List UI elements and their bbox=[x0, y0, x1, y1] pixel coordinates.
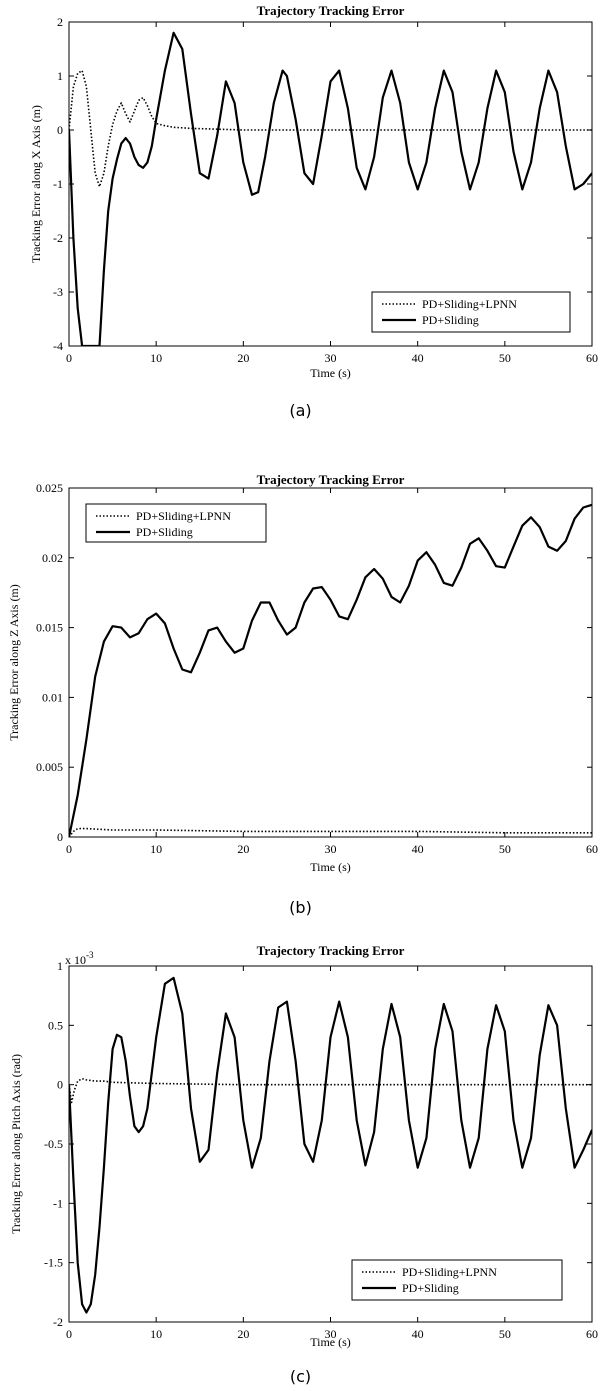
y-tick-label: -1.5 bbox=[44, 1256, 63, 1270]
legend: PD+Sliding+LPNN PD+Sliding bbox=[85, 503, 267, 543]
y-tick-label: -0.5 bbox=[44, 1137, 63, 1151]
legend-entry: PD+Sliding+LPNN bbox=[422, 297, 517, 311]
x-axis-label: Time (s) bbox=[310, 366, 351, 380]
x-tick-label: 50 bbox=[499, 351, 511, 365]
y-tick-label: -1 bbox=[53, 1196, 63, 1210]
y-tick-label: -2 bbox=[53, 1315, 63, 1329]
x-tick-label: 30 bbox=[325, 842, 337, 856]
x-tick-label: 20 bbox=[237, 1327, 249, 1341]
legend-entry: PD+Sliding bbox=[402, 1281, 459, 1295]
y-tick-label: 0 bbox=[57, 830, 63, 844]
x-tick-label: 0 bbox=[66, 842, 72, 856]
chart-title: Trajectory Tracking Error bbox=[257, 943, 405, 958]
y-tick-label: 2 bbox=[57, 15, 63, 29]
series-line bbox=[69, 976, 592, 1314]
series-line bbox=[69, 31, 592, 346]
legend-box bbox=[371, 291, 571, 333]
legend-entry: PD+Sliding+LPNN bbox=[136, 509, 231, 523]
legend-box bbox=[351, 1259, 563, 1301]
y-tick-label: 1 bbox=[57, 959, 63, 973]
x-tick-label: 50 bbox=[499, 1327, 511, 1341]
y-tick-label: 0.025 bbox=[36, 481, 63, 495]
x-tick-label: 0 bbox=[66, 351, 72, 365]
y-tick-label: -2 bbox=[53, 231, 63, 245]
y-tick-label: 0.01 bbox=[42, 690, 63, 704]
y-axis-label: Tracking Error along Pitch Axis (rad) bbox=[9, 1054, 23, 1234]
y-tick-label: 0.5 bbox=[48, 1018, 63, 1032]
legend-entry: PD+Sliding+LPNN bbox=[402, 1265, 497, 1279]
panel-caption: (c) bbox=[290, 1367, 311, 1386]
chart-panel: Trajectory Tracking Error 0 10 20 30 40 50 60 0 0… bbox=[7, 472, 598, 874]
panel-caption: (a) bbox=[289, 401, 311, 420]
x-tick-label: 10 bbox=[150, 351, 162, 365]
y-tick-label: -1 bbox=[53, 177, 63, 191]
x-axis-label: Time (s) bbox=[310, 1335, 351, 1349]
x-tick-label: 40 bbox=[412, 351, 424, 365]
legend-box bbox=[85, 503, 267, 543]
x-tick-label: 60 bbox=[586, 842, 598, 856]
series-line bbox=[69, 827, 592, 837]
y-tick-label: 0.02 bbox=[42, 551, 63, 565]
legend-entry: PD+Sliding bbox=[422, 313, 479, 327]
x-tick-label: 50 bbox=[499, 842, 511, 856]
x-tick-label: 10 bbox=[150, 1327, 162, 1341]
x-tick-label: 10 bbox=[150, 842, 162, 856]
y-axis-multiplier: x 10-3 bbox=[65, 950, 94, 967]
panel-caption: (b) bbox=[289, 898, 312, 917]
series-line bbox=[69, 503, 592, 837]
y-tick-label: 0.005 bbox=[36, 760, 63, 774]
x-tick-label: 20 bbox=[237, 351, 249, 365]
y-tick-label: 1 bbox=[57, 69, 63, 83]
y-tick-label: 0 bbox=[57, 1078, 63, 1092]
legend-entry: PD+Sliding bbox=[136, 525, 193, 539]
x-tick-label: 60 bbox=[586, 1327, 598, 1341]
y-axis-label: Tracking Error along Z Axis (m) bbox=[7, 584, 21, 741]
y-tick-label: 0.015 bbox=[36, 621, 63, 635]
legend: PD+Sliding+LPNN PD+Sliding bbox=[351, 1259, 563, 1301]
series-line bbox=[69, 69, 592, 188]
y-tick-label: 0 bbox=[57, 123, 63, 137]
x-tick-label: 20 bbox=[237, 842, 249, 856]
y-axis-label: Tracking Error along X Axis (m) bbox=[29, 105, 43, 263]
x-tick-label: 40 bbox=[412, 842, 424, 856]
x-tick-label: 30 bbox=[325, 351, 337, 365]
series-line bbox=[69, 1077, 592, 1104]
x-tick-label: 0 bbox=[66, 1327, 72, 1341]
x-tick-label: 60 bbox=[586, 351, 598, 365]
chart-title: Trajectory Tracking Error bbox=[257, 472, 405, 487]
x-tick-label: 40 bbox=[412, 1327, 424, 1341]
y-tick-label: -4 bbox=[53, 339, 63, 353]
y-tick-label: -3 bbox=[53, 285, 63, 299]
x-axis-label: Time (s) bbox=[310, 860, 351, 874]
chart-title: Trajectory Tracking Error bbox=[257, 3, 405, 18]
x-tick-label: 30 bbox=[325, 1327, 337, 1341]
legend: PD+Sliding+LPNN PD+Sliding bbox=[371, 291, 571, 333]
